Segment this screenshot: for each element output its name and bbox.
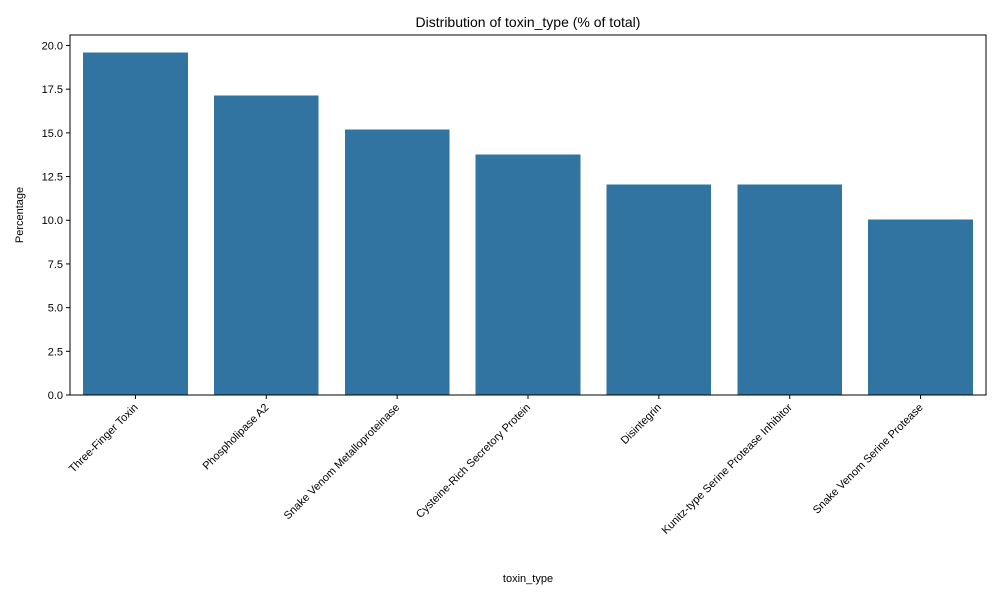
y-tick-label: 20.0 [42, 40, 63, 52]
y-tick-label: 15.0 [42, 128, 63, 140]
y-tick-label: 5.0 [48, 303, 63, 315]
x-tick-label: Disintegrin [619, 402, 664, 447]
bar-3 [344, 129, 450, 395]
bar-5 [606, 184, 712, 395]
y-tick-label: 7.5 [48, 259, 63, 271]
y-axis-label: Percentage [14, 187, 26, 243]
bar-1 [83, 52, 188, 395]
x-tick-label: Three-Finger Toxin [67, 402, 141, 476]
y-tick-label: 12.5 [42, 172, 63, 184]
bars-layer [83, 52, 973, 395]
plot-frame [69, 34, 987, 396]
chart-title: Distribution of toxin_type (% of total) [416, 14, 641, 30]
bar-6 [737, 184, 843, 395]
x-axis: Three-Finger Toxin Phospholipase A2 Snake … [67, 395, 926, 537]
x-tick-label: Cysteine-Rich Secretory Protein [414, 402, 533, 521]
x-tick-label: Snake Venom Serine Protease [811, 402, 926, 517]
y-tick-label: 10.0 [42, 215, 63, 227]
bar-2 [213, 95, 319, 395]
bar-7 [868, 219, 973, 395]
x-tick-label: Phospholipase A2 [201, 402, 272, 473]
y-tick-label: 2.5 [48, 346, 63, 358]
x-axis-label: toxin_type [503, 573, 553, 585]
x-tick-label: Snake Venom Metalloproteinase [282, 402, 402, 522]
y-tick-label: 0.0 [48, 390, 63, 402]
bar-4 [475, 154, 581, 395]
y-axis: 0.0 2.5 5.0 7.5 10.0 12.5 15.0 17.5 20.0 [42, 40, 70, 402]
x-tick-label: Kunitz-type Serine Protease Inhibitor [660, 401, 795, 536]
y-tick-label: 17.5 [42, 84, 63, 96]
